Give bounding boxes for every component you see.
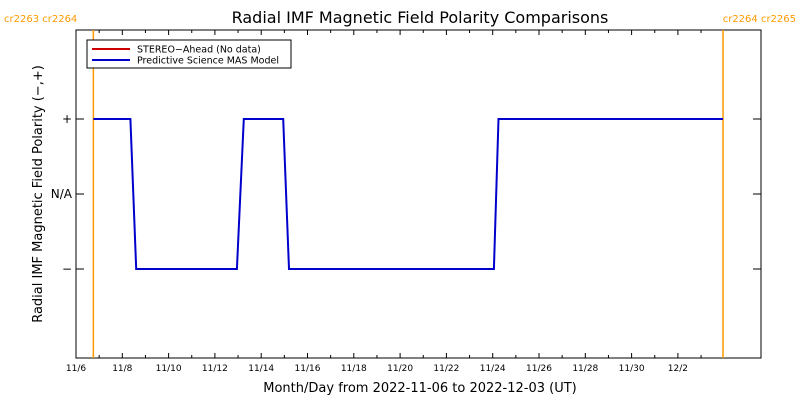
chart-title: Radial IMF Magnetic Field Polarity Compa… [232, 8, 609, 27]
x-tick-label: 11/12 [202, 364, 228, 374]
x-tick-label: 11/26 [526, 364, 552, 374]
x-tick-label: 11/24 [480, 364, 506, 374]
y-axis-ticks: + N/A − [51, 112, 761, 276]
x-tick-label: 11/30 [619, 364, 645, 374]
carrington-label-right: cr2264 cr2265 [723, 14, 796, 25]
x-tick-label: 11/22 [433, 364, 459, 374]
carrington-markers [92, 30, 724, 358]
legend-label-1: Predictive Science MAS Model [137, 56, 279, 67]
carrington-label-left: cr2263 cr2264 [4, 14, 77, 25]
x-tick-label: 12/2 [668, 364, 688, 374]
plot-frame [75, 29, 762, 359]
legend: STEREO−Ahead (No data)Predictive Science… [86, 39, 292, 69]
legend-box [86, 39, 292, 69]
x-tick-label: 11/6 [66, 364, 86, 374]
x-tick-label: 11/28 [572, 364, 598, 374]
x-tick-label: 11/10 [156, 364, 182, 374]
y-tick-label: + [62, 112, 72, 126]
x-axis-ticks: 11/6 11/8 11/10 11/12 11/14 11/16 11/18 11/20 11… [66, 30, 702, 374]
legend-label-0: STEREO−Ahead (No data) [137, 45, 261, 56]
x-tick-label: 11/18 [341, 364, 367, 374]
y-axis-label: Radial IMF Magnetic Field Polarity (−,+) [31, 65, 46, 323]
y-tick-label: − [62, 262, 72, 276]
x-tick-label: 11/16 [295, 364, 321, 374]
series-lines [93, 118, 723, 270]
x-axis-label: Month/Day from 2022-11-06 to 2022-12-03 … [263, 381, 576, 396]
y-tick-label: N/A [51, 187, 73, 201]
x-tick-label: 11/8 [112, 364, 132, 374]
x-tick-label: 11/20 [387, 364, 413, 374]
x-tick-label: 11/14 [248, 364, 274, 374]
series-line-1 [93, 118, 723, 270]
